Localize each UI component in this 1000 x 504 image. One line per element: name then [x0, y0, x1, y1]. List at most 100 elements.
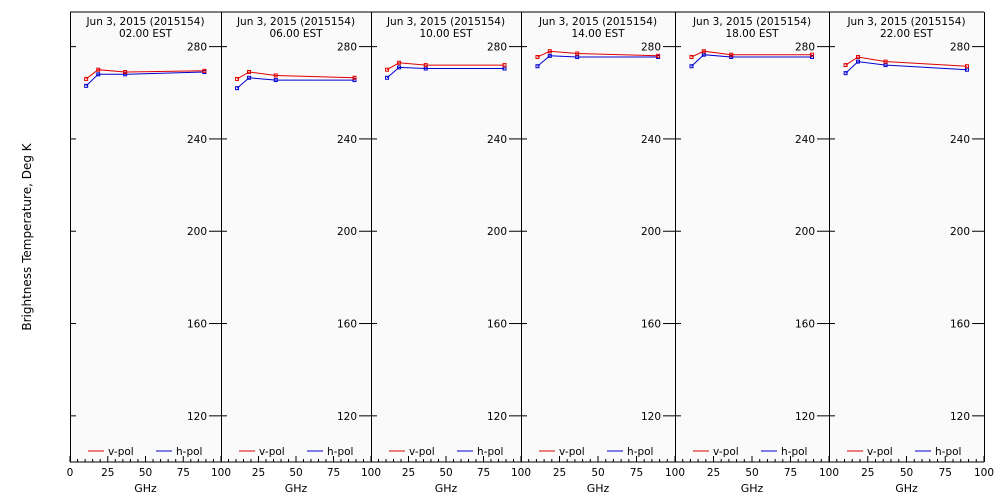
y-tick-label: 160 — [641, 319, 661, 331]
x-tick-label: 75 — [477, 467, 490, 479]
y-tick-label: 200 — [795, 226, 815, 238]
panel-time-label: 02.00 EST — [119, 28, 173, 40]
panel-2: Jun 3, 2015 (2015154)06.00 EST 120 160 200 2… — [220, 11, 381, 495]
data-point-v-pol — [964, 64, 969, 69]
x-tick-label: 50 — [439, 467, 452, 479]
y-tick-label: 280 — [187, 42, 207, 54]
x-tick-label: 25 — [707, 467, 720, 479]
data-point-v-pol — [855, 55, 860, 59]
data-point-v-pol — [729, 52, 734, 57]
y-tick-label: 240 — [641, 134, 661, 146]
panel-title: Jun 3, 2015 (2015154) — [846, 16, 965, 28]
panel-background — [371, 12, 521, 462]
panels-group: Jun 3, 2015 (2015154) 02.00 EST 120 160 200 2… — [67, 11, 994, 495]
data-point-h-pol — [729, 55, 734, 59]
y-tick-label: 200 — [950, 226, 970, 238]
x-axis-label: GHz — [435, 482, 458, 495]
data-point-h-pol — [843, 71, 848, 76]
y-tick-label: 160 — [795, 319, 815, 331]
panel-title: Jun 3, 2015 (2015154) — [386, 16, 505, 28]
x-tick-label: 25 — [861, 467, 874, 479]
panel-time-label: 10.00 EST — [419, 28, 473, 40]
data-point-h-pol — [273, 78, 278, 83]
y-tick-label: 160 — [487, 319, 507, 331]
y-tick-label: 240 — [795, 134, 815, 146]
y-tick-label: 200 — [337, 226, 357, 238]
x-tick-label: 50 — [139, 467, 152, 479]
series-line-v-pol — [85, 69, 205, 80]
legend-label-h-pol: h-pol — [935, 446, 961, 458]
x-tick-label: 25 — [101, 467, 114, 479]
data-point-v-pol — [235, 76, 240, 81]
data-point-h-pol — [855, 59, 860, 64]
data-point-h-pol — [547, 53, 552, 58]
y-tick-label: 160 — [950, 319, 970, 331]
panel-background — [221, 12, 371, 462]
series-line-h-pol — [85, 71, 205, 87]
panel-background — [70, 12, 221, 462]
x-tick-label: 100 — [361, 467, 381, 479]
x-tick-label: 100 — [211, 467, 231, 479]
legend-label-v-pol: v-pol — [559, 446, 585, 458]
panel-background — [521, 12, 675, 462]
x-axis-label: GHz — [895, 482, 918, 495]
data-point-h-pol — [535, 64, 540, 69]
y-tick-label: 160 — [187, 319, 207, 331]
y-tick-label: 240 — [950, 134, 970, 146]
data-point-v-pol — [96, 67, 101, 72]
panel-4: Jun 3, 2015 (2015154)14.00 EST 120 160 200 2… — [520, 11, 685, 495]
x-tick-label: 25 — [252, 467, 265, 479]
series-line-v-pol — [537, 50, 659, 58]
data-point-h-pol — [84, 83, 89, 88]
panel-title: Jun 3, 2015 (2015154) — [538, 16, 657, 28]
legend-label-v-pol: v-pol — [259, 446, 285, 458]
panel-time-label: 22.00 EST — [880, 28, 934, 40]
legend-label-h-pol: h-pol — [627, 446, 653, 458]
data-point-h-pol — [689, 64, 694, 69]
data-point-v-pol — [202, 68, 207, 73]
legend-label-v-pol: v-pol — [867, 446, 893, 458]
y-tick-label: 280 — [641, 42, 661, 54]
panel-title: Jun 3, 2015 (2015154) — [692, 16, 811, 28]
x-tick-label: 75 — [784, 467, 797, 479]
y-tick-label: 280 — [795, 42, 815, 54]
panel-time-label: 18.00 EST — [725, 28, 779, 40]
legend-label-v-pol: v-pol — [409, 446, 435, 458]
data-point-v-pol — [843, 63, 848, 68]
data-point-v-pol — [810, 52, 815, 57]
x-tick-label: 25 — [402, 467, 415, 479]
y-tick-label: 240 — [337, 134, 357, 146]
y-tick-label: 160 — [337, 319, 357, 331]
x-tick-label: 50 — [289, 467, 302, 479]
y-tick-label: 200 — [187, 226, 207, 238]
data-point-h-pol — [235, 86, 240, 91]
legend-label-v-pol: v-pol — [108, 446, 134, 458]
series-line-h-pol — [386, 66, 505, 79]
panel-1: Jun 3, 2015 (2015154)02.00 EST 120 160 200 2… — [67, 11, 231, 495]
x-tick-label: 75 — [939, 467, 952, 479]
series-line-v-pol — [691, 50, 813, 58]
y-tick-label: 120 — [487, 411, 507, 423]
y-tick-label: 280 — [337, 42, 357, 54]
panel-time-label: 14.00 EST — [571, 28, 625, 40]
panel-3: Jun 3, 2015 (2015154)10.00 EST 120 160 200 2… — [370, 11, 531, 495]
data-point-v-pol — [502, 63, 507, 68]
legend-label-h-pol: h-pol — [327, 446, 353, 458]
data-point-v-pol — [247, 70, 252, 74]
x-tick-label: 50 — [900, 467, 913, 479]
x-axis-label: GHz — [741, 482, 764, 495]
data-point-h-pol — [96, 72, 101, 77]
data-point-v-pol — [385, 67, 390, 72]
series-line-h-pol — [236, 77, 355, 89]
x-axis-label: GHz — [134, 482, 157, 495]
legend-label-h-pol: h-pol — [176, 446, 202, 458]
data-point-h-pol — [123, 72, 128, 77]
y-tick-label: 200 — [487, 226, 507, 238]
data-point-v-pol — [575, 51, 580, 56]
legend-label-h-pol: h-pol — [477, 446, 503, 458]
data-point-h-pol — [810, 55, 815, 59]
x-axis-label: GHz — [285, 482, 308, 495]
panel-time-label: 06.00 EST — [269, 28, 323, 40]
legend-label-v-pol: v-pol — [713, 446, 739, 458]
